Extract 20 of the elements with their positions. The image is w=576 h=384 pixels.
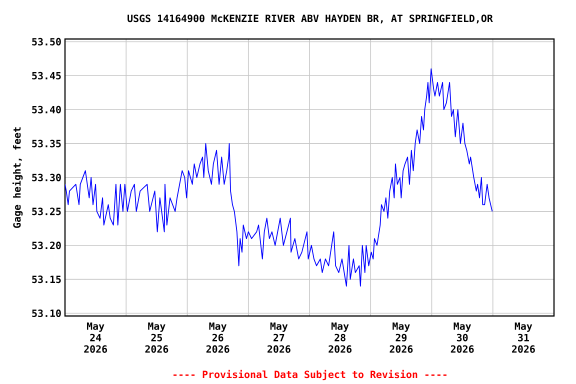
x-tick-label: May 24 2026: [84, 322, 108, 353]
chart-title: USGS 14164900 McKENZIE RIVER ABV HAYDEN BR, AT SPRINGFIELD,OR: [128, 14, 493, 24]
y-axis-title: Gage height, feet: [12, 127, 23, 228]
x-tick-label: May 31 2026: [512, 322, 535, 353]
text: ---- Provisional Data Subject to Revision ----: [174, 370, 446, 380]
y-tick-label: 53.30: [32, 174, 61, 182]
y-tick-label: 53.10: [32, 310, 61, 318]
x-tick-label: May 30 2026: [450, 322, 474, 353]
y-tick-label: 53.40: [32, 106, 61, 114]
y-tick-label: 53.25: [32, 208, 61, 216]
x-tick-label: May 28 2026: [328, 322, 352, 353]
y-tick-label: 53.35: [32, 140, 61, 148]
y-tick-label: 53.45: [32, 72, 61, 80]
x-tick-label: May 29 2026: [390, 322, 413, 353]
y-tick-label: 53.15: [32, 276, 61, 284]
x-tick-label: May 26 2026: [206, 322, 230, 353]
x-tick-label: May 25 2026: [145, 322, 168, 353]
y-tick-label: 53.50: [32, 38, 61, 46]
x-tick-label: May 27 2026: [268, 322, 290, 353]
y-tick-label: 53.20: [32, 242, 61, 250]
